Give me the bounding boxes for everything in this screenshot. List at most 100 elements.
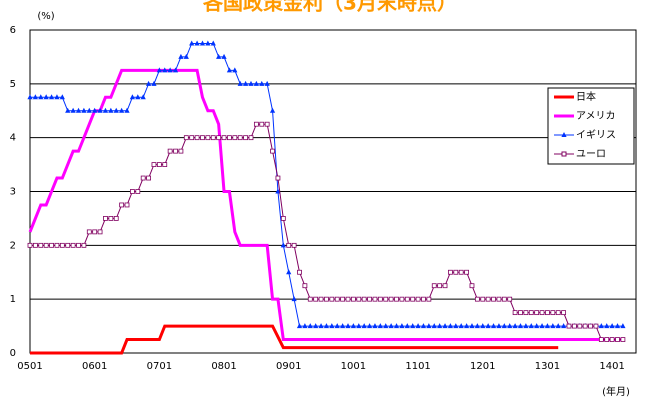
point-marker <box>113 216 119 221</box>
point-marker <box>356 323 362 329</box>
point-marker <box>469 283 475 289</box>
point-marker <box>377 323 383 329</box>
point-marker <box>280 242 286 248</box>
y-tick-label: 4 <box>10 133 16 144</box>
point-marker <box>97 107 103 113</box>
point-marker <box>172 67 179 73</box>
y-tick-label: 2 <box>10 240 16 251</box>
point-marker <box>415 323 421 329</box>
point-marker <box>604 323 610 329</box>
point-marker <box>92 229 98 235</box>
point-marker <box>528 323 534 329</box>
point-marker <box>393 323 400 329</box>
point-marker <box>356 296 362 302</box>
point-marker <box>270 148 275 154</box>
point-marker <box>313 296 319 302</box>
point-marker <box>507 296 513 302</box>
point-marker <box>162 162 168 167</box>
point-marker <box>496 323 502 329</box>
point-marker <box>269 107 276 113</box>
x-tick-label: 1101 <box>405 361 430 372</box>
point-marker <box>480 323 486 329</box>
point-marker <box>200 135 205 141</box>
point-marker <box>437 323 443 329</box>
point-marker <box>372 296 378 302</box>
point-marker <box>183 135 189 141</box>
point-marker <box>550 310 556 316</box>
point-marker <box>582 323 588 329</box>
point-marker <box>571 323 577 329</box>
point-marker <box>199 40 206 46</box>
point-marker <box>350 296 356 302</box>
point-marker <box>442 323 448 329</box>
point-marker <box>517 323 524 329</box>
point-marker <box>97 229 103 235</box>
x-tick-label: 1401 <box>599 361 624 372</box>
point-marker <box>577 323 583 329</box>
point-marker <box>318 323 324 329</box>
point-marker <box>324 296 329 302</box>
point-marker <box>27 242 33 248</box>
point-marker <box>410 323 416 329</box>
point-marker <box>124 107 130 113</box>
point-marker <box>437 283 443 289</box>
point-marker <box>27 94 33 100</box>
point-marker <box>496 296 502 302</box>
point-marker <box>512 323 518 329</box>
point-marker <box>485 296 491 302</box>
point-marker <box>232 135 238 141</box>
point-marker <box>286 269 292 275</box>
point-marker <box>173 148 178 154</box>
point-marker <box>59 242 65 248</box>
point-marker <box>54 242 60 248</box>
x-tick-label: 0601 <box>82 361 107 372</box>
point-marker <box>221 53 227 59</box>
point-marker <box>178 53 184 59</box>
point-marker <box>286 242 292 248</box>
point-marker <box>501 296 507 302</box>
point-marker <box>264 80 270 86</box>
point-marker <box>361 323 367 329</box>
point-marker <box>555 310 561 316</box>
point-marker <box>361 296 367 302</box>
point-marker <box>340 296 346 302</box>
point-marker <box>388 296 394 302</box>
point-marker <box>296 323 303 329</box>
point-marker <box>302 283 308 289</box>
point-marker <box>86 107 92 113</box>
point-marker <box>151 80 157 86</box>
point-marker <box>383 296 389 302</box>
point-marker <box>555 323 561 329</box>
point-marker <box>167 148 173 154</box>
point-marker <box>140 175 146 181</box>
point-marker <box>124 202 130 208</box>
point-marker <box>448 269 453 275</box>
point-marker <box>480 296 486 302</box>
point-marker <box>615 337 620 342</box>
point-marker <box>399 296 405 302</box>
point-marker <box>545 310 550 316</box>
point-marker <box>410 296 416 302</box>
y-tick-label: 6 <box>10 25 16 36</box>
point-marker <box>534 323 540 329</box>
point-marker <box>75 107 82 113</box>
point-marker <box>32 94 38 100</box>
point-marker <box>399 323 405 329</box>
point-marker <box>81 107 87 113</box>
point-marker <box>264 121 270 127</box>
point-marker <box>447 323 454 329</box>
point-marker <box>205 40 211 46</box>
point-marker <box>189 40 195 46</box>
point-marker <box>507 323 513 329</box>
point-marker <box>32 242 38 248</box>
point-marker <box>248 80 254 86</box>
point-marker <box>259 80 265 86</box>
point-marker <box>307 296 313 302</box>
point-marker <box>70 107 76 113</box>
legend-marker <box>561 151 567 157</box>
point-marker <box>377 296 383 302</box>
point-marker <box>237 135 243 141</box>
point-marker <box>566 323 572 329</box>
point-marker <box>490 323 497 329</box>
